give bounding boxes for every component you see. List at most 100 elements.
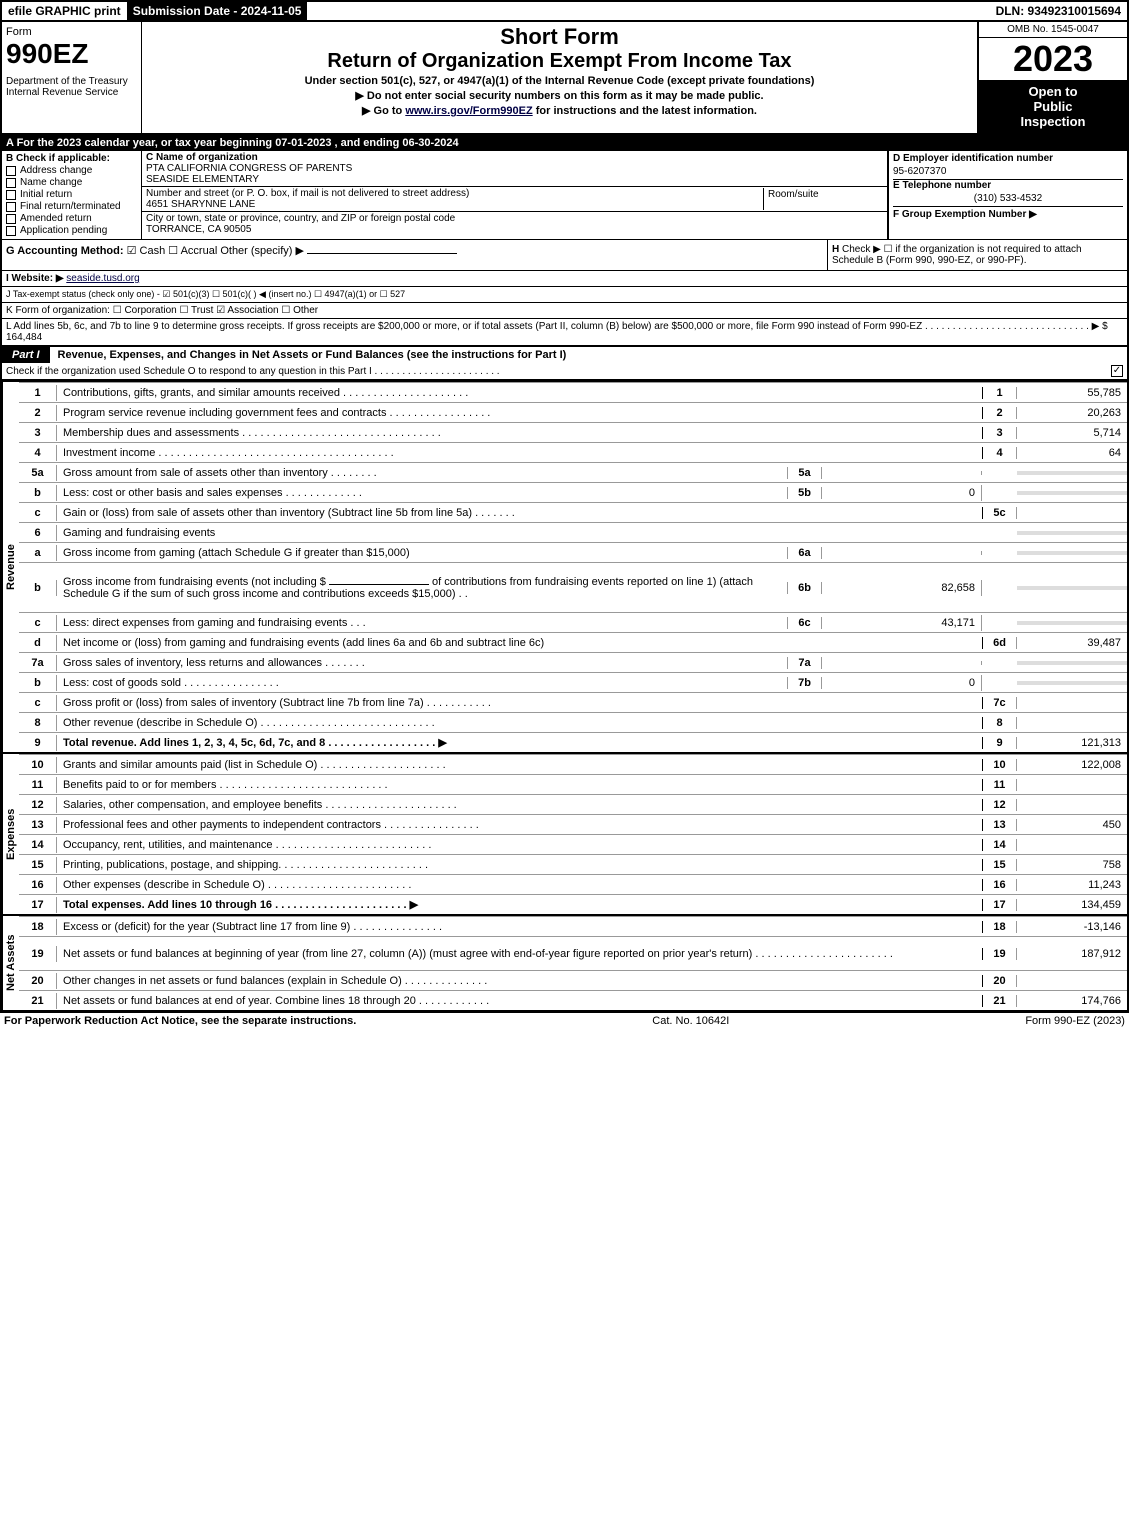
- row-k: K Form of organization: ☐ Corporation ☐ …: [2, 302, 1127, 318]
- line-19: 19Net assets or fund balances at beginni…: [19, 936, 1127, 970]
- inspection-box: Open to Public Inspection: [979, 80, 1127, 133]
- row-gh: G Accounting Method: ☑ Cash ☐ Accrual Ot…: [2, 239, 1127, 270]
- check-pending[interactable]: Application pending: [6, 225, 137, 236]
- line-21: 21Net assets or fund balances at end of …: [19, 990, 1127, 1010]
- room-suite: Room/suite: [763, 188, 883, 210]
- l-val: 164,484: [6, 332, 42, 343]
- line-20: 20Other changes in net assets or fund ba…: [19, 970, 1127, 990]
- ein-label: D Employer identification number: [893, 153, 1123, 164]
- row-g: G Accounting Method: ☑ Cash ☐ Accrual Ot…: [2, 240, 827, 270]
- line-5b: bLess: cost or other basis and sales exp…: [19, 482, 1127, 502]
- form-label: Form: [6, 26, 137, 38]
- line-7b: bLess: cost of goods sold . . . . . . . …: [19, 672, 1127, 692]
- h-text: Check ▶ ☐ if the organization is not req…: [832, 244, 1082, 266]
- row-l: L Add lines 5b, 6c, and 7b to line 9 to …: [2, 318, 1127, 345]
- return-title: Return of Organization Exempt From Incom…: [150, 50, 969, 73]
- g-cash[interactable]: Cash: [140, 245, 166, 257]
- goto-note: ▶ Go to www.irs.gov/Form990EZ for instru…: [150, 104, 969, 117]
- line-6d: dNet income or (loss) from gaming and fu…: [19, 632, 1127, 652]
- header: Form 990EZ Department of the Treasury In…: [2, 22, 1127, 135]
- col-c: C Name of organization PTA CALIFORNIA CO…: [142, 151, 887, 239]
- under-section: Under section 501(c), 527, or 4947(a)(1)…: [150, 75, 969, 87]
- irs: Internal Revenue Service: [6, 87, 137, 98]
- goto-pre: ▶ Go to: [362, 105, 405, 117]
- website-link[interactable]: seaside.tusd.org: [66, 273, 139, 284]
- expenses-lines: 10Grants and similar amounts paid (list …: [19, 754, 1127, 914]
- row-i: I Website: ▶ seaside.tusd.org: [2, 270, 1127, 286]
- org-name-label: C Name of organization: [146, 152, 883, 163]
- dept-treasury: Department of the Treasury: [6, 76, 137, 87]
- header-right: OMB No. 1545-0047 2023 Open to Public In…: [977, 22, 1127, 133]
- line-18: 18Excess or (deficit) for the year (Subt…: [19, 916, 1127, 936]
- check-name[interactable]: Name change: [6, 177, 137, 188]
- part1-title: Revenue, Expenses, and Changes in Net As…: [50, 347, 1127, 363]
- netassets-section: Net Assets 18Excess or (deficit) for the…: [2, 914, 1127, 1010]
- g-accrual[interactable]: Accrual: [181, 245, 218, 257]
- row-h: H Check ▶ ☐ if the organization is not r…: [827, 240, 1127, 270]
- street-label: Number and street (or P. O. box, if mail…: [146, 188, 763, 199]
- section-a: A For the 2023 calendar year, or tax yea…: [2, 135, 1127, 151]
- check-address[interactable]: Address change: [6, 165, 137, 176]
- line-15: 15Printing, publications, postage, and s…: [19, 854, 1127, 874]
- line-7c: cGross profit or (loss) from sales of in…: [19, 692, 1127, 712]
- line-11: 11Benefits paid to or for members . . . …: [19, 774, 1127, 794]
- line-13: 13Professional fees and other payments t…: [19, 814, 1127, 834]
- line-7a: 7aGross sales of inventory, less returns…: [19, 652, 1127, 672]
- ein-val: 95-6207370: [893, 164, 1123, 180]
- org-name-2: SEASIDE ELEMENTARY: [146, 174, 883, 185]
- omb-number: OMB No. 1545-0047: [979, 22, 1127, 38]
- line-2: 2Program service revenue including gover…: [19, 402, 1127, 422]
- g-label: G Accounting Method:: [6, 245, 124, 257]
- check-final[interactable]: Final return/terminated: [6, 201, 137, 212]
- footer-mid: Cat. No. 10642I: [652, 1015, 729, 1027]
- col-b: B Check if applicable: Address change Na…: [2, 151, 142, 239]
- street-row: Number and street (or P. O. box, if mail…: [142, 187, 887, 212]
- form-number: 990EZ: [6, 38, 137, 70]
- line-5a: 5aGross amount from sale of assets other…: [19, 462, 1127, 482]
- row-j: J Tax-exempt status (check only one) - ☑…: [2, 286, 1127, 302]
- line-14: 14Occupancy, rent, utilities, and mainte…: [19, 834, 1127, 854]
- tax-year: 2023: [979, 38, 1127, 80]
- line-6c: cLess: direct expenses from gaming and f…: [19, 612, 1127, 632]
- submission-date: Submission Date - 2024-11-05: [127, 2, 308, 20]
- line-3: 3Membership dues and assessments . . . .…: [19, 422, 1127, 442]
- h-label: H: [832, 244, 839, 255]
- street-val: 4651 SHARYNNE LANE: [146, 199, 763, 210]
- col-b-title: B Check if applicable:: [6, 153, 137, 164]
- revenue-section: Revenue 1Contributions, gifts, grants, a…: [2, 380, 1127, 752]
- g-other[interactable]: Other (specify) ▶: [220, 245, 304, 257]
- revenue-label: Revenue: [2, 382, 19, 752]
- line-10: 10Grants and similar amounts paid (list …: [19, 754, 1127, 774]
- line-9: 9Total revenue. Add lines 1, 2, 3, 4, 5c…: [19, 732, 1127, 752]
- line-17: 17Total expenses. Add lines 10 through 1…: [19, 894, 1127, 914]
- org-name-1: PTA CALIFORNIA CONGRESS OF PARENTS: [146, 163, 883, 174]
- part1-header: Part I Revenue, Expenses, and Changes in…: [2, 345, 1127, 363]
- check-amended[interactable]: Amended return: [6, 213, 137, 224]
- org-name-row: C Name of organization PTA CALIFORNIA CO…: [142, 151, 887, 187]
- line-4: 4Investment income . . . . . . . . . . .…: [19, 442, 1127, 462]
- part1-label: Part I: [2, 347, 50, 363]
- city-row: City or town, state or province, country…: [142, 212, 887, 236]
- irs-link[interactable]: www.irs.gov/Form990EZ: [405, 105, 532, 117]
- short-form-title: Short Form: [150, 24, 969, 50]
- entity-block: B Check if applicable: Address change Na…: [2, 151, 1127, 239]
- group-exemption: F Group Exemption Number ▶: [893, 207, 1123, 220]
- check-initial[interactable]: Initial return: [6, 189, 137, 200]
- form-container: efile GRAPHIC print Submission Date - 20…: [0, 0, 1129, 1012]
- footer-right: Form 990-EZ (2023): [1025, 1015, 1125, 1027]
- line-12: 12Salaries, other compensation, and empl…: [19, 794, 1127, 814]
- l-text: L Add lines 5b, 6c, and 7b to line 9 to …: [6, 321, 1108, 332]
- footer: For Paperwork Reduction Act Notice, see …: [0, 1012, 1129, 1029]
- inspect-1: Open to: [983, 84, 1123, 99]
- expenses-label: Expenses: [2, 754, 19, 914]
- netassets-lines: 18Excess or (deficit) for the year (Subt…: [19, 916, 1127, 1010]
- efile-print[interactable]: efile GRAPHIC print: [2, 2, 127, 20]
- col-d: D Employer identification number 95-6207…: [887, 151, 1127, 239]
- goto-post: for instructions and the latest informat…: [533, 105, 757, 117]
- phone-val: (310) 533-4532: [893, 191, 1123, 207]
- inspect-2: Public: [983, 99, 1123, 114]
- part1-checkbox[interactable]: [1111, 365, 1123, 377]
- dln: DLN: 93492310015694: [990, 2, 1127, 20]
- ssn-note: ▶ Do not enter social security numbers o…: [150, 89, 969, 102]
- line-16: 16Other expenses (describe in Schedule O…: [19, 874, 1127, 894]
